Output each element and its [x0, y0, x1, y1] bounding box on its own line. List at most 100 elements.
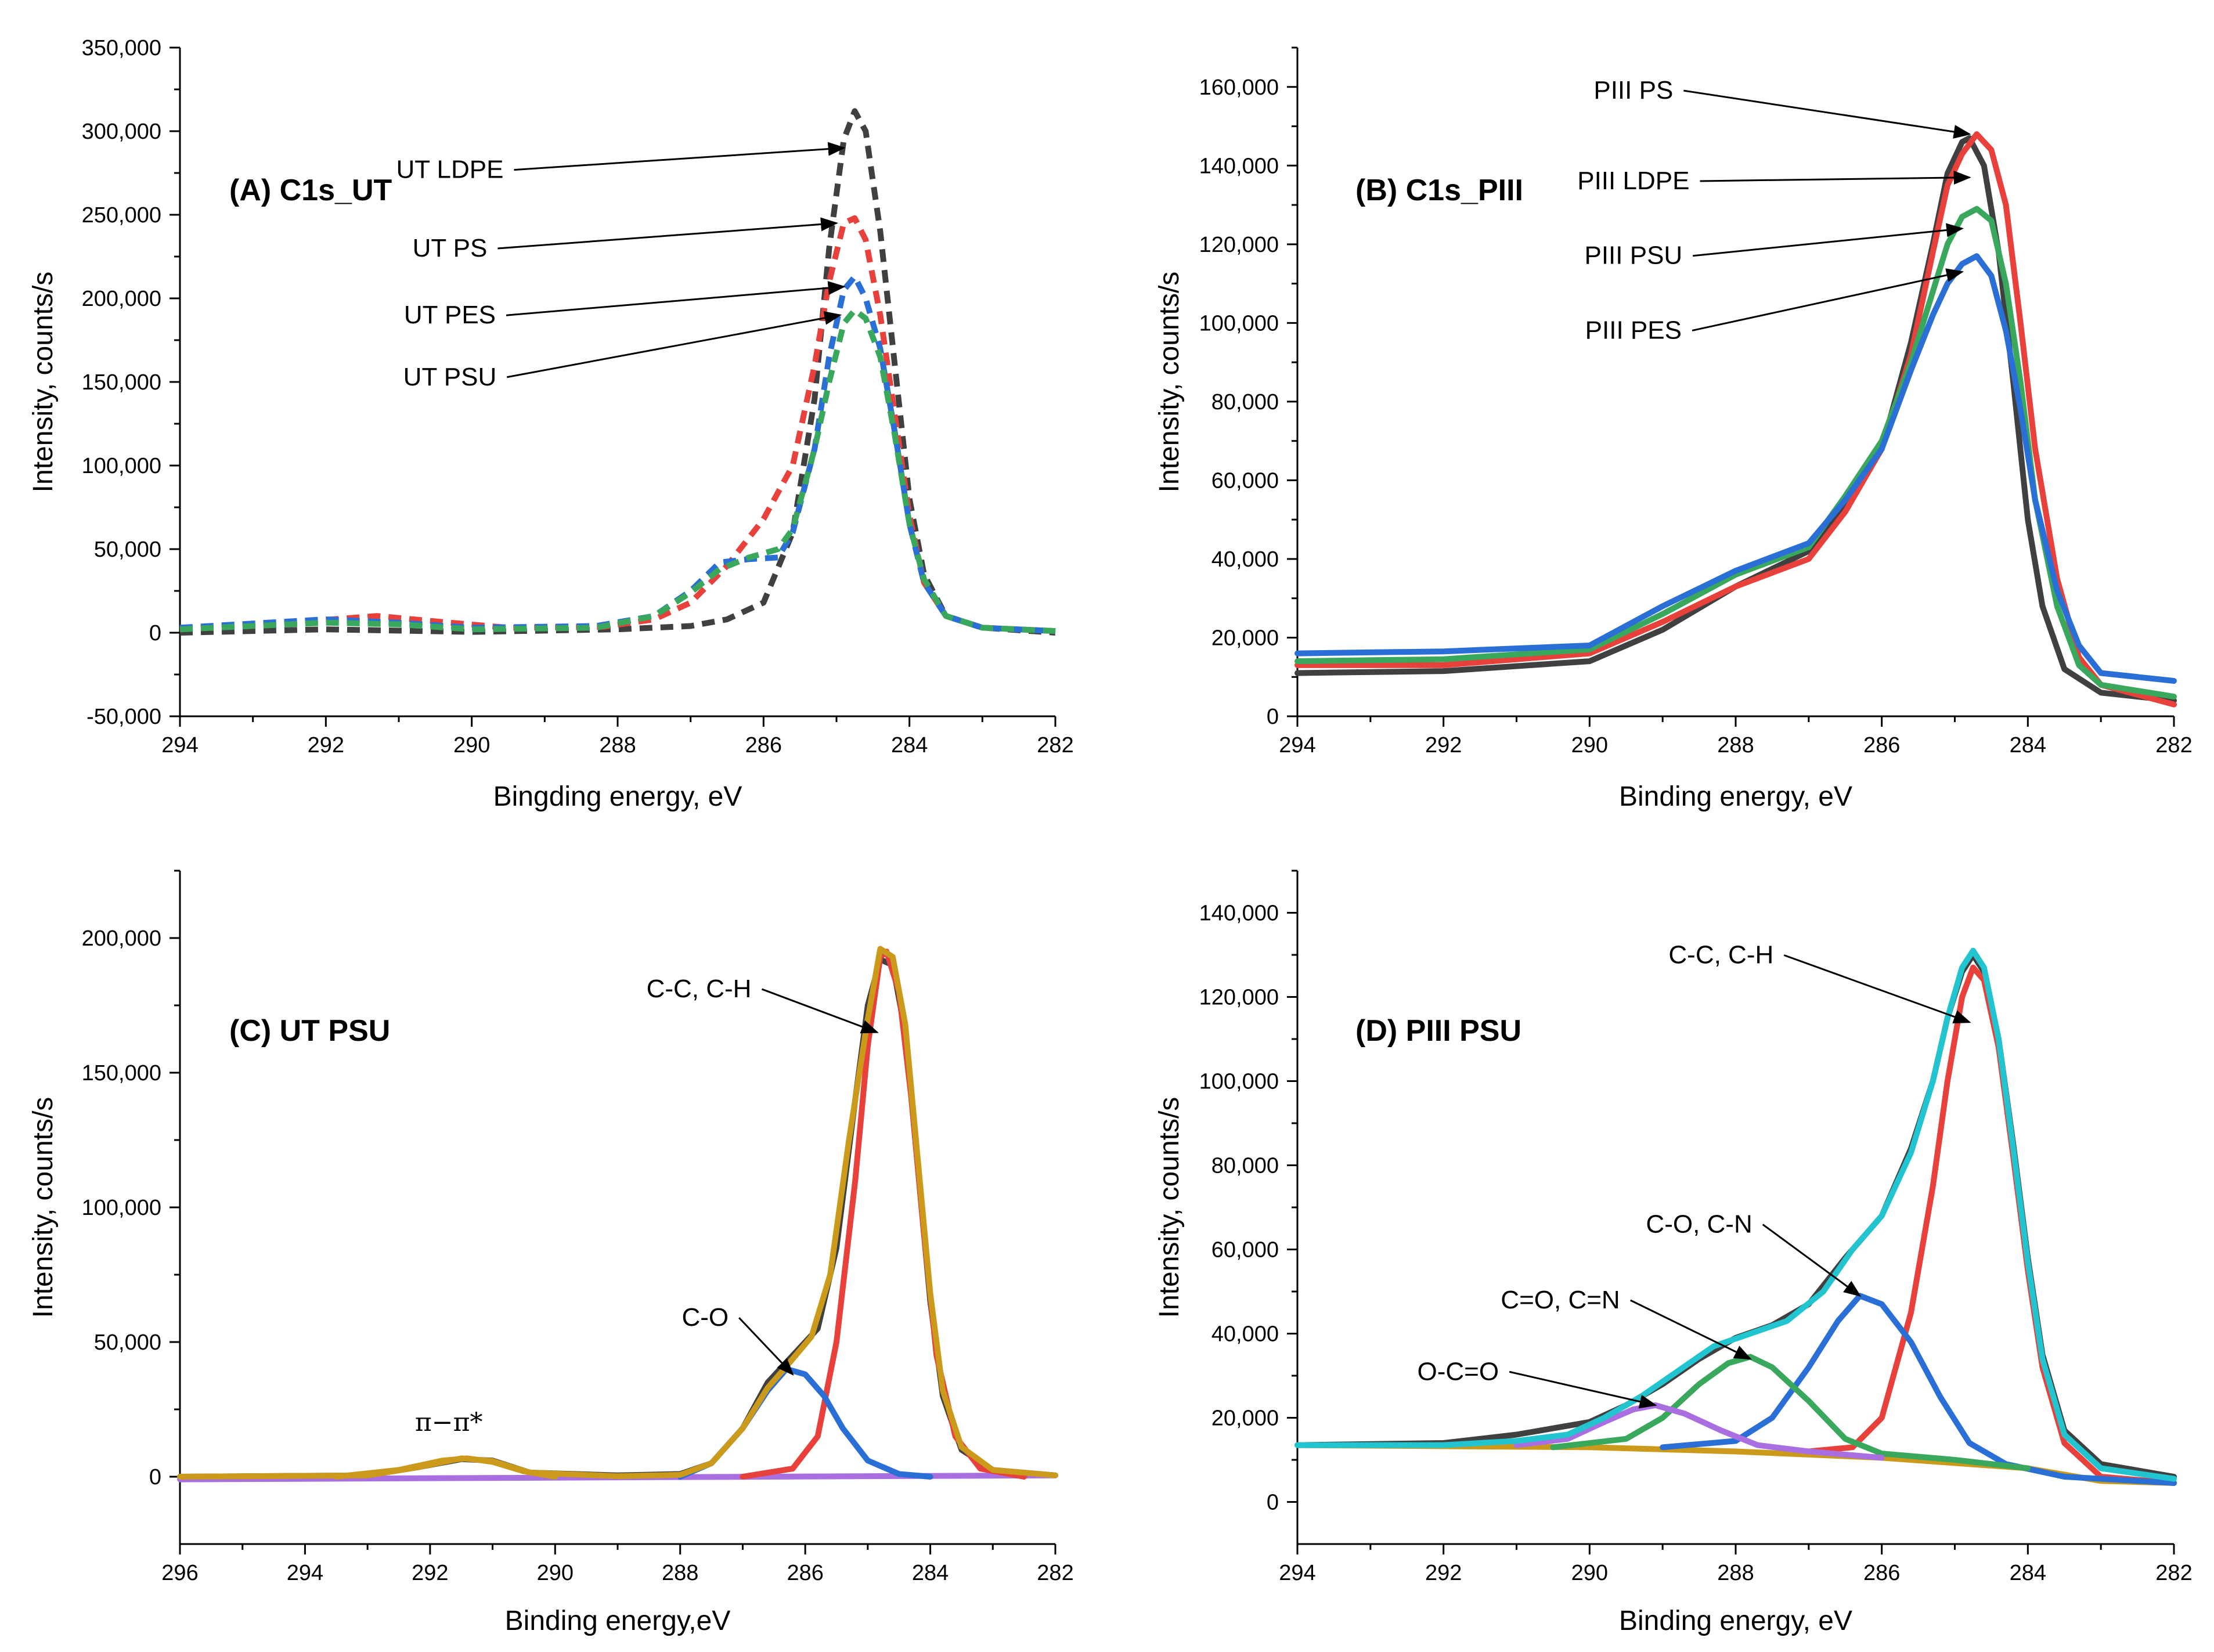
annotation-label: C-O, C-N	[1646, 1210, 1752, 1239]
y-tick-label: 100,000	[1199, 311, 1279, 336]
x-tick-label: 282	[1037, 1561, 1073, 1585]
y-tick-label: 60,000	[1211, 1238, 1279, 1263]
x-tick-label: 284	[912, 1561, 949, 1585]
x-axis-title: Bingding energy, eV	[493, 781, 742, 812]
x-tick-label: 286	[1863, 1561, 1900, 1585]
annotation-label: UT LDPE	[396, 156, 503, 184]
annotation-arrow	[506, 311, 842, 378]
y-tick-label: 60,000	[1211, 468, 1279, 493]
panel-title: (D) PIII PSU	[1355, 1014, 1521, 1048]
x-tick-label: 292	[412, 1561, 448, 1585]
x-tick-label: 284	[2010, 733, 2046, 758]
series-line-ut-psu	[179, 307, 1056, 634]
y-tick-label: 120,000	[1199, 986, 1279, 1010]
x-tick-label: 292	[1425, 1561, 1462, 1585]
y-tick-label: 200,000	[82, 926, 161, 951]
annotation-label: O-C=O	[1418, 1357, 1499, 1386]
annotation-arrow	[1630, 1299, 1752, 1360]
y-tick-label: 20,000	[1211, 626, 1279, 650]
x-tick-label: 294	[1279, 1561, 1315, 1585]
x-tick-label: 288	[662, 1561, 698, 1585]
annotation-label: UT PSU	[403, 363, 497, 391]
annotation-arrow	[1692, 268, 1964, 331]
y-tick-label: 350,000	[82, 36, 161, 60]
annotation-arrow	[738, 1317, 794, 1376]
y-tick-label: 140,000	[1199, 901, 1279, 926]
y-tick-label: 0	[1267, 705, 1279, 729]
y-tick-label: 50,000	[94, 538, 161, 562]
x-axis-title: Binding energy, eV	[1619, 1606, 1852, 1636]
y-axis-title: Intensity, counts/s	[1154, 1097, 1185, 1318]
series-line-c-o-c-n	[1550, 1354, 2031, 1471]
x-tick-label: 290	[453, 733, 490, 758]
annotation-label: PIII PES	[1585, 316, 1682, 344]
y-tick-label: 40,000	[1211, 547, 1279, 572]
y-tick-label: 300,000	[82, 120, 161, 144]
annotation-label: PIII LDPE	[1577, 167, 1689, 195]
y-tick-label: 50,000	[94, 1330, 161, 1355]
x-tick-label: 292	[308, 733, 344, 758]
y-axis-title: Intensity, counts/s	[1154, 272, 1185, 493]
x-tick-label: 290	[537, 1561, 574, 1585]
annotation-arrow	[1693, 223, 1964, 257]
y-tick-label: 120,000	[1199, 233, 1279, 257]
y-tick-label: 160,000	[1199, 75, 1279, 100]
annotation-label: PIII PS	[1593, 76, 1673, 104]
y-tick-label: 100,000	[82, 1196, 161, 1220]
y-tick-label: 20,000	[1211, 1406, 1279, 1431]
panel-title: (B) C1s_PIII	[1355, 174, 1523, 207]
y-tick-label: 250,000	[82, 203, 161, 228]
annotation-label: C-C, C-H	[1668, 941, 1773, 969]
series-line-ut-pes	[179, 273, 1056, 634]
series-line-envelope	[177, 946, 1058, 1480]
annotation-label: PIII PSU	[1584, 241, 1682, 270]
series-line-c-c-c-h	[1805, 964, 2177, 1486]
x-tick-label: 288	[1717, 1561, 1754, 1585]
x-tick-label: 288	[599, 733, 636, 758]
x-tick-label: 282	[2155, 733, 2192, 758]
y-axis-title: Intensity, counts/s	[28, 272, 59, 493]
annotation-arrow	[1762, 1224, 1862, 1297]
x-tick-label: 282	[2155, 1561, 2192, 1585]
y-tick-label: 150,000	[82, 370, 161, 395]
series-line-piii-psu	[1294, 205, 2177, 700]
series-line-envelope	[1294, 947, 2177, 1482]
y-tick-label: 150,000	[82, 1061, 161, 1085]
annotation-label: π−π*	[415, 1408, 483, 1437]
series-line-background	[1294, 1442, 2177, 1486]
series-line-piii-ps	[1294, 131, 2177, 708]
x-axis-title: Binding energy,eV	[505, 1606, 731, 1636]
annotation-arrow	[506, 281, 846, 316]
x-tick-label: 294	[287, 1561, 323, 1585]
annotation-label: UT PES	[404, 301, 496, 329]
y-tick-label: 100,000	[82, 454, 161, 478]
y-tick-label: 0	[1267, 1491, 1279, 1515]
x-tick-label: 286	[1863, 733, 1900, 758]
panel-a: 294 292 290 288 286 284 282 -50,000 0 50,000 100,0…	[28, 36, 1074, 812]
series-line-ut-ps	[179, 215, 1056, 634]
panel-title: (C) UT PSU	[229, 1014, 390, 1048]
panel-b: 294 292 290 288 286 284 282 0 20,000 40,000 60,000…	[1154, 46, 2193, 812]
y-tick-label: 140,000	[1199, 154, 1279, 178]
y-tick-label: 80,000	[1211, 390, 1279, 414]
annotation-arrow	[1509, 1370, 1657, 1409]
x-axis-title: Binding energy, eV	[1619, 781, 1852, 812]
annotation-arrow	[761, 988, 879, 1034]
annotation-label: C-O	[681, 1303, 729, 1332]
x-tick-label: 286	[745, 733, 782, 758]
y-tick-label: 0	[149, 1465, 161, 1489]
panel-title: (A) C1s_UT	[229, 174, 392, 207]
y-tick-label: -50,000	[86, 705, 161, 729]
annotation-arrow	[497, 217, 838, 250]
x-tick-label: 296	[161, 1561, 198, 1585]
annotation-arrow	[1700, 170, 1971, 185]
x-tick-label: 282	[1037, 733, 1073, 758]
annotation-label: UT PS	[413, 234, 488, 262]
y-axis-title: Intensity, counts/s	[28, 1097, 59, 1318]
series-line-o-c-o	[1513, 1402, 1885, 1461]
series-line-piii-pes	[1294, 253, 2177, 684]
x-tick-label: 294	[161, 733, 198, 758]
series-line-piii-ldpe	[1294, 135, 2177, 704]
annotation-arrow	[514, 142, 846, 171]
